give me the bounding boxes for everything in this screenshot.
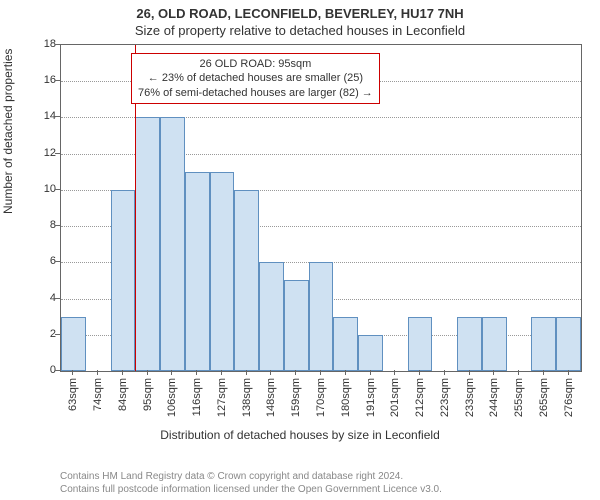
histogram-bar xyxy=(61,317,86,371)
x-tick-label: 191sqm xyxy=(365,378,377,417)
histogram-bar xyxy=(111,190,136,371)
histogram-bar xyxy=(309,262,334,371)
histogram-bar xyxy=(358,335,383,371)
y-tick-label: 18 xyxy=(26,38,56,50)
y-tick-mark xyxy=(55,189,60,190)
x-tick-label: 223sqm xyxy=(439,378,451,417)
x-tick-label: 233sqm xyxy=(464,378,476,417)
y-tick-label: 2 xyxy=(26,328,56,340)
y-tick-label: 4 xyxy=(26,292,56,304)
footer-line-2: Contains full postcode information licen… xyxy=(60,483,442,496)
x-tick-label: 170sqm xyxy=(315,378,327,417)
x-tick-label: 244sqm xyxy=(488,378,500,417)
x-tick-mark xyxy=(171,370,172,375)
x-tick-mark xyxy=(469,370,470,375)
x-tick-label: 127sqm xyxy=(216,378,228,417)
histogram-bar xyxy=(284,280,309,371)
x-tick-label: 84sqm xyxy=(117,378,129,411)
y-tick-mark xyxy=(55,116,60,117)
x-tick-label: 276sqm xyxy=(563,378,575,417)
x-tick-mark xyxy=(568,370,569,375)
x-tick-mark xyxy=(518,370,519,375)
y-tick-label: 14 xyxy=(26,110,56,122)
footer-line-1: Contains HM Land Registry data © Crown c… xyxy=(60,470,442,483)
y-tick-mark xyxy=(55,44,60,45)
annotation-line-1: 26 OLD ROAD: 95sqm xyxy=(138,57,373,71)
x-tick-mark xyxy=(444,370,445,375)
y-axis-label: Number of detached properties xyxy=(1,198,15,214)
histogram-bar xyxy=(210,172,235,371)
y-tick-mark xyxy=(55,80,60,81)
x-tick-mark xyxy=(221,370,222,375)
chart-title-sub: Size of property relative to detached ho… xyxy=(0,21,600,38)
histogram-bar xyxy=(234,190,259,371)
annotation-line-3: 76% of semi-detached houses are larger (… xyxy=(138,86,373,100)
histogram-bar xyxy=(333,317,358,371)
x-tick-label: 265sqm xyxy=(538,378,550,417)
y-tick-label: 12 xyxy=(26,147,56,159)
x-tick-mark xyxy=(370,370,371,375)
y-tick-mark xyxy=(55,225,60,226)
x-tick-mark xyxy=(345,370,346,375)
x-tick-label: 255sqm xyxy=(513,378,525,417)
y-tick-mark xyxy=(55,153,60,154)
x-tick-label: 159sqm xyxy=(290,378,302,417)
x-tick-label: 116sqm xyxy=(191,378,203,416)
plot-area: 26 OLD ROAD: 95sqm← 23% of detached hous… xyxy=(60,44,582,372)
x-tick-mark xyxy=(320,370,321,375)
x-tick-mark xyxy=(246,370,247,375)
y-tick-label: 0 xyxy=(26,364,56,376)
x-tick-mark xyxy=(419,370,420,375)
footer-attribution: Contains HM Land Registry data © Crown c… xyxy=(60,470,442,496)
y-tick-mark xyxy=(55,298,60,299)
annotation-line-2: ← 23% of detached houses are smaller (25… xyxy=(138,71,373,85)
x-tick-mark xyxy=(147,370,148,375)
histogram-bar xyxy=(408,317,433,371)
x-tick-label: 201sqm xyxy=(389,378,401,417)
histogram-bar xyxy=(135,117,160,371)
x-tick-label: 212sqm xyxy=(414,378,426,417)
y-tick-label: 8 xyxy=(26,219,56,231)
x-tick-label: 148sqm xyxy=(265,378,277,417)
x-tick-label: 74sqm xyxy=(92,378,104,411)
x-tick-mark xyxy=(72,370,73,375)
y-tick-label: 10 xyxy=(26,183,56,195)
x-tick-mark xyxy=(295,370,296,375)
y-tick-mark xyxy=(55,370,60,371)
chart-title-main: 26, OLD ROAD, LECONFIELD, BEVERLEY, HU17… xyxy=(0,0,600,21)
histogram-bar xyxy=(482,317,507,371)
histogram-bar xyxy=(259,262,284,371)
y-tick-label: 6 xyxy=(26,255,56,267)
x-tick-mark xyxy=(270,370,271,375)
x-tick-mark xyxy=(394,370,395,375)
y-tick-mark xyxy=(55,261,60,262)
y-tick-label: 16 xyxy=(26,74,56,86)
histogram-bar xyxy=(160,117,185,371)
x-tick-mark xyxy=(543,370,544,375)
x-tick-mark xyxy=(122,370,123,375)
histogram-bar xyxy=(531,317,556,371)
histogram-bar xyxy=(457,317,482,371)
x-tick-label: 95sqm xyxy=(142,378,154,411)
annotation-box: 26 OLD ROAD: 95sqm← 23% of detached hous… xyxy=(131,53,380,104)
x-tick-label: 138sqm xyxy=(241,378,253,417)
histogram-bar xyxy=(556,317,581,371)
x-tick-mark xyxy=(493,370,494,375)
x-tick-mark xyxy=(97,370,98,375)
x-axis-label: Distribution of detached houses by size … xyxy=(0,428,600,442)
x-tick-mark xyxy=(196,370,197,375)
x-tick-label: 63sqm xyxy=(67,378,79,411)
x-tick-label: 180sqm xyxy=(340,378,352,417)
histogram-bar xyxy=(185,172,210,371)
y-tick-mark xyxy=(55,334,60,335)
x-tick-label: 106sqm xyxy=(166,378,178,417)
